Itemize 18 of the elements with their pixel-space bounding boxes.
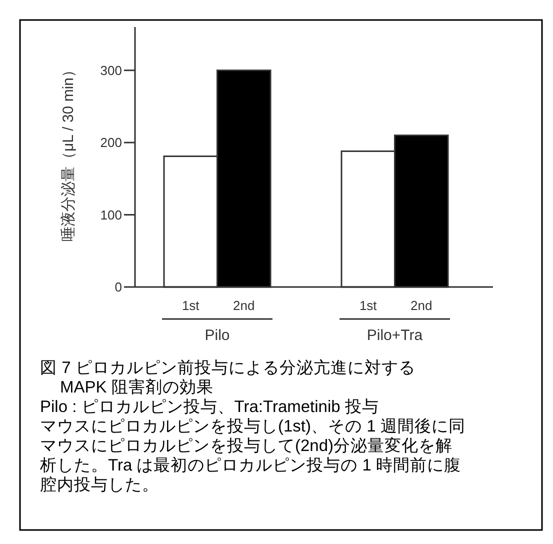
text: 析した。Tra は最初のピロカルピン投与の 1 時間前に腹	[39, 456, 462, 474]
y-tick-label: 100	[100, 207, 122, 222]
x-tick-label: Pilo+Tra	[366, 327, 424, 344]
text: 2nd	[410, 298, 432, 313]
y-tick-label: 300	[100, 62, 122, 78]
series-label: 2nd	[233, 298, 255, 313]
text: マウスにピロカルピンを投与し(1st)、その 1 週間後に同	[40, 418, 466, 436]
series-label: 1st	[182, 298, 200, 313]
text: 1st	[359, 298, 377, 313]
text: マウスにピロカルピンを投与して(2nd)分泌量変化を解	[40, 436, 453, 455]
y-axis-title: 唾液分泌量（μL / 30 min）	[60, 62, 77, 242]
x-tick-label: Pilo	[204, 327, 230, 344]
text: 腔内投与した。	[40, 475, 159, 494]
y-tick-label: 200	[100, 135, 122, 150]
caption: 図 7 ピロカルピン前投与による分泌亢進に対する	[40, 358, 416, 377]
text: MAPK 阻害剤の効果	[60, 378, 214, 396]
y-tick-label: 0	[114, 280, 122, 295]
text: Pilo : ピロカルピン投与、Tra:Trametinib 投与	[40, 398, 379, 416]
